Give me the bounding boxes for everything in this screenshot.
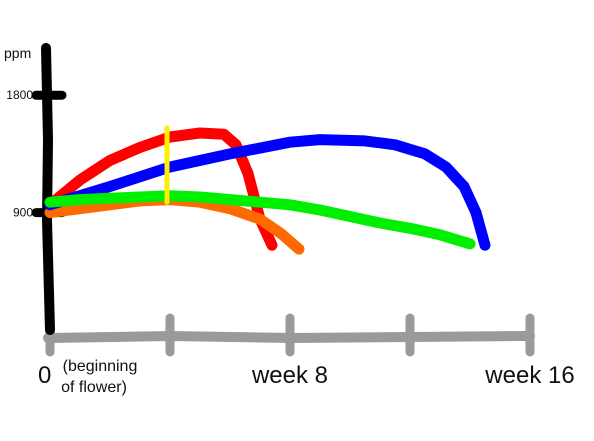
x-tick-note-line2: of flower) [61,379,127,396]
series-lines [44,127,491,255]
y-tick-label: 1800 [6,88,33,102]
y-tick-label: 900 [13,206,33,220]
series-line-1 [44,127,278,251]
x-tick-labels: 0 (beginning of flower) week 8 week 16 [38,358,575,396]
x-tick-note-line1: (beginning [63,358,138,375]
x-tick-label: week 16 [484,362,574,389]
series-line-3 [44,134,491,251]
y-axis-line [41,43,55,335]
x-tick-label: week 8 [251,362,328,389]
y-tick-labels: 1800 900 [6,88,33,219]
x-tick-label: 0 [38,362,51,389]
y-axis-label: ppm [4,45,31,61]
series-line-4 [44,190,476,250]
